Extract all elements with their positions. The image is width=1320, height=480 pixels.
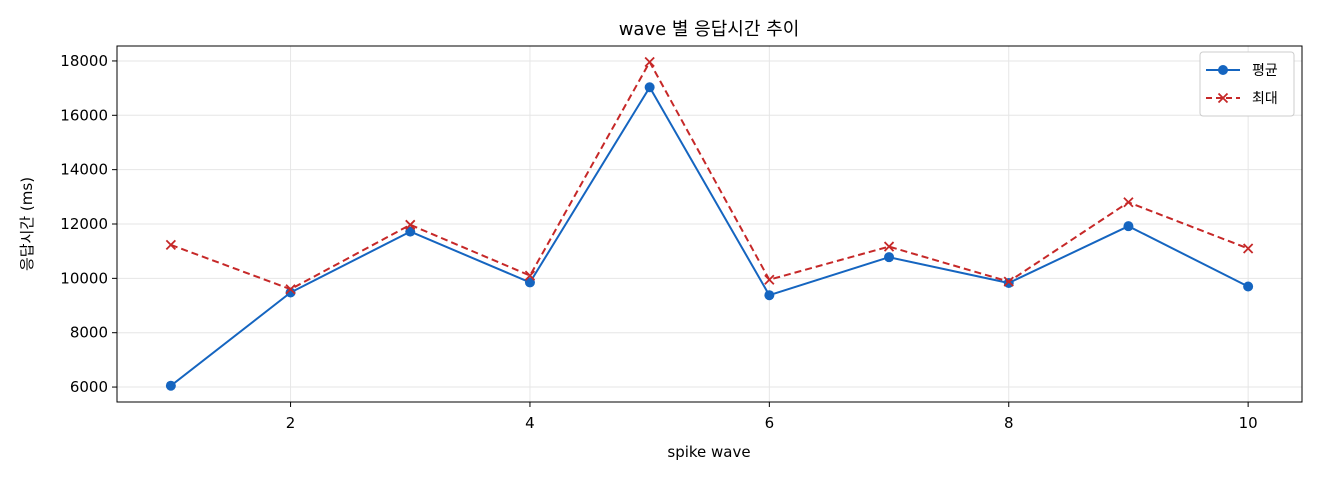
data-point [285, 287, 296, 298]
data-point [1003, 276, 1014, 287]
legend-marker-avg [1218, 65, 1228, 75]
series-line [170, 86, 1249, 387]
y-tick-label: 18000 [60, 52, 108, 70]
data-point [524, 270, 536, 281]
x-tick-label: 4 [525, 414, 535, 432]
data-point [1243, 281, 1254, 292]
legend-label-avg: 평균 [1252, 63, 1278, 79]
data-point [1123, 221, 1134, 232]
series-layer [165, 56, 1254, 391]
data-point [644, 56, 655, 68]
x-tick-label: 6 [765, 414, 775, 432]
data-point [764, 290, 775, 301]
x-axis-title: spike wave [667, 443, 750, 461]
y-axis-ticks: 6000 8000 10000 12000 14000 16000 18000 [60, 52, 117, 396]
data-point [644, 82, 655, 93]
data-point [1123, 197, 1134, 208]
y-tick-label: 12000 [60, 215, 108, 233]
data-point [1243, 243, 1254, 254]
x-tick-label: 2 [286, 414, 296, 432]
data-point [883, 241, 895, 252]
data-point [405, 219, 416, 230]
data-point [884, 252, 895, 263]
y-tick-label: 16000 [60, 106, 108, 124]
data-point [165, 239, 177, 251]
data-point [165, 380, 176, 391]
y-tick-label: 14000 [60, 161, 108, 179]
data-point [405, 226, 416, 237]
series-1 [165, 82, 1254, 391]
y-tick-label: 8000 [70, 324, 108, 342]
chart-title: wave 별 응답시간 추이 [619, 19, 800, 40]
y-tick-label: 10000 [60, 269, 108, 287]
data-point [285, 284, 296, 295]
x-tick-label: 10 [1239, 414, 1258, 432]
series-line [170, 61, 1249, 291]
x-tick-label: 8 [1004, 414, 1014, 432]
x-axis-ticks: 2 4 6 8 10 [286, 402, 1258, 432]
y-axis-title: 응답시간 (ms) [18, 177, 36, 271]
legend-marker-max [1217, 92, 1229, 104]
series-2 [165, 56, 1254, 295]
legend-label-max: 최대 [1252, 91, 1278, 107]
data-point [524, 277, 535, 288]
legend-box [1199, 51, 1295, 117]
legend: 평균 최대 [1199, 51, 1295, 117]
data-point [764, 274, 775, 285]
y-tick-label: 6000 [70, 378, 108, 396]
